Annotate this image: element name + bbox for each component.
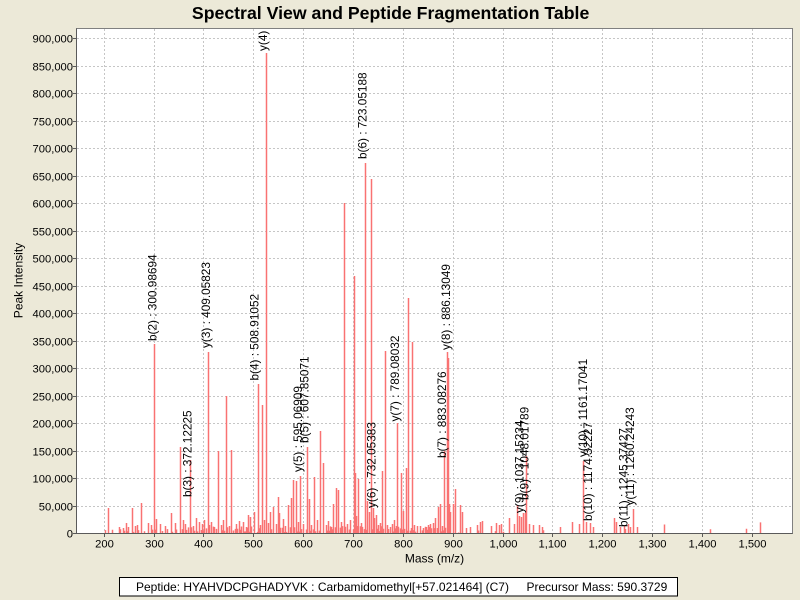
svg-text:850,000: 850,000 [33,61,73,73]
svg-text:300,000: 300,000 [33,363,73,375]
svg-text:b(9) : 1048.01789: b(9) : 1048.01789 [518,407,532,500]
svg-text:b(5) : 607.85071: b(5) : 607.85071 [298,356,312,443]
svg-text:y(4) : 526.28418: y(4) : 526.28418 [256,0,270,51]
svg-text:Precursor Mass: 590.3729: Precursor Mass: 590.3729 [527,580,668,594]
svg-text:400,000: 400,000 [33,308,73,320]
svg-text:y(3) : 409.05823: y(3) : 409.05823 [199,262,213,348]
svg-text:350,000: 350,000 [33,336,73,348]
svg-text:150,000: 150,000 [33,446,73,458]
svg-text:200: 200 [95,538,114,550]
svg-text:b(2) : 300.98694: b(2) : 300.98694 [146,254,160,341]
svg-text:y(10) : 1161.17041: y(10) : 1161.17041 [576,359,590,457]
svg-text:900,000: 900,000 [33,33,73,45]
svg-text:Peak Intensity: Peak Intensity [12,243,26,318]
svg-text:250,000: 250,000 [33,391,73,403]
svg-text:Spectral View and Peptide Frag: Spectral View and Peptide Fragmentation … [192,3,590,23]
svg-text:y(11) : 1260.24243: y(11) : 1260.24243 [623,407,637,506]
svg-text:b(11) : 1245.37427: b(11) : 1245.37427 [617,428,631,527]
svg-text:Peptide: HYAHVDCPGHADYVK : Car: Peptide: HYAHVDCPGHADYVK : Carbamidometh… [136,580,509,594]
svg-text:400: 400 [194,538,213,550]
svg-text:1,400: 1,400 [689,538,717,550]
svg-text:50,000: 50,000 [39,501,73,513]
svg-text:200,000: 200,000 [33,418,73,430]
svg-text:100,000: 100,000 [33,473,73,485]
svg-text:1,200: 1,200 [589,538,617,550]
svg-text:b(4) : 508.91052: b(4) : 508.91052 [248,294,262,381]
svg-text:800,000: 800,000 [33,88,73,100]
svg-text:650,000: 650,000 [33,171,73,183]
svg-text:700,000: 700,000 [33,143,73,155]
svg-text:1,300: 1,300 [639,538,667,550]
svg-text:b(3) : 372.12225: b(3) : 372.12225 [181,410,195,497]
svg-text:900: 900 [444,538,463,550]
svg-text:600: 600 [294,538,313,550]
svg-text:1,100: 1,100 [539,538,567,550]
svg-text:1,500: 1,500 [739,538,767,550]
svg-text:b(7) : 883.08276: b(7) : 883.08276 [435,371,449,458]
svg-text:300: 300 [145,538,164,550]
svg-text:750,000: 750,000 [33,116,73,128]
svg-text:600,000: 600,000 [33,198,73,210]
svg-text:y(5) : 595.06909: y(5) : 595.06909 [291,386,305,472]
svg-text:500: 500 [244,538,263,550]
svg-text:500,000: 500,000 [33,253,73,265]
svg-text:550,000: 550,000 [33,226,73,238]
svg-text:700: 700 [344,538,363,550]
svg-text:0: 0 [67,528,73,540]
svg-text:y(8) : 886.13049: y(8) : 886.13049 [439,264,453,350]
svg-text:800: 800 [394,538,413,550]
svg-text:1,000: 1,000 [490,538,518,550]
svg-text:450,000: 450,000 [33,281,73,293]
svg-text:y(6) : 732.05383: y(6) : 732.05383 [365,422,379,508]
svg-text:b(6) : 723.05188: b(6) : 723.05188 [356,72,370,159]
svg-text:y(7) : 789.08032: y(7) : 789.08032 [388,336,402,422]
svg-text:y(9) : 1037.15234: y(9) : 1037.15234 [512,420,526,513]
svg-text:b(10) : 1174.32227: b(10) : 1174.32227 [581,422,595,521]
svg-text:Mass (m/z): Mass (m/z) [405,552,464,566]
